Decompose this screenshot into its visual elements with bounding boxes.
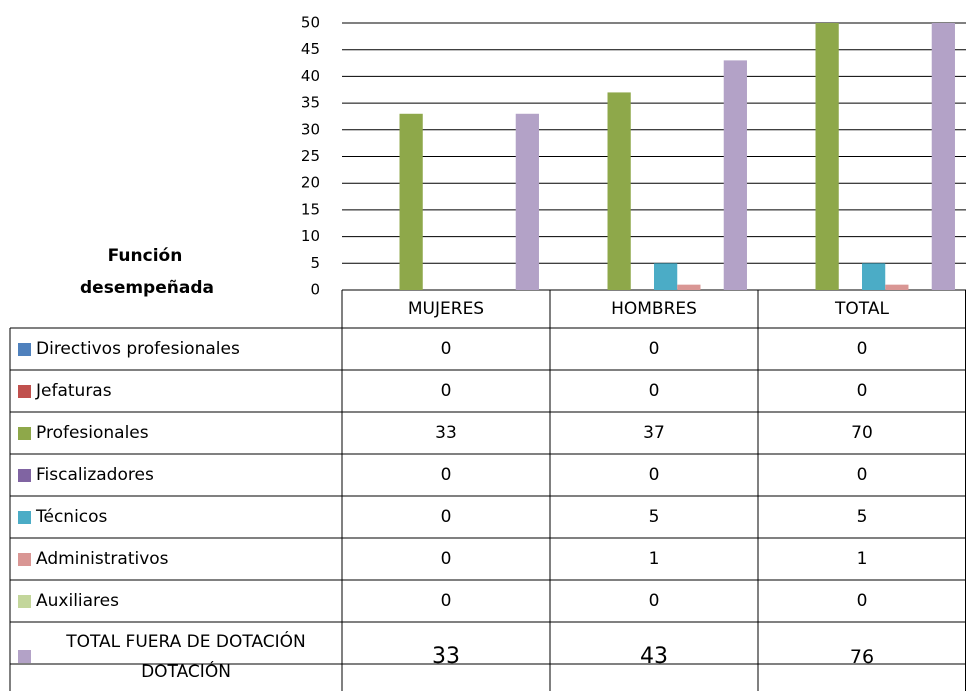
data-label: 0	[440, 381, 452, 401]
bar	[654, 263, 678, 290]
legend-entry: Auxiliares	[10, 580, 342, 622]
legend-entry: Directivos profesionales	[10, 328, 342, 370]
legend-label: Profesionales	[36, 423, 149, 443]
bar	[607, 92, 631, 290]
x-tick-label: MUJERES	[407, 299, 485, 319]
y-tick-label: 45	[301, 40, 320, 58]
data-label: 5	[856, 507, 868, 527]
y-tick-label: 0	[310, 281, 320, 299]
table-title: Función desempeñada	[80, 246, 214, 298]
bar	[399, 113, 423, 290]
data-label: 0	[440, 549, 452, 569]
bar	[885, 284, 909, 290]
data-label: 1	[856, 549, 868, 569]
data-label: 0	[856, 339, 868, 359]
legend-swatch	[18, 650, 31, 663]
data-label: 70	[851, 423, 873, 443]
legend-entry: Técnicos	[10, 496, 342, 538]
plot-bars	[399, 23, 955, 290]
data-label: 37	[643, 423, 665, 443]
legend-entry: Fiscalizadores	[10, 454, 342, 496]
data-label: 0	[440, 507, 452, 527]
bar	[723, 60, 747, 290]
bar	[862, 263, 886, 290]
data-label: 33	[435, 423, 457, 443]
legend-swatch	[18, 426, 31, 440]
data-label: 0	[440, 465, 452, 485]
legend-swatch	[18, 468, 31, 482]
data-label: 0	[648, 465, 660, 485]
data-label: 0	[440, 339, 452, 359]
legend-label: Técnicos	[36, 507, 108, 527]
data-label: 0	[856, 465, 868, 485]
data-label: 0	[856, 381, 868, 401]
y-tick-label: 50	[301, 14, 320, 32]
data-label: 0	[440, 591, 452, 611]
y-tick-label: 25	[301, 147, 320, 165]
data-label: 76	[849, 645, 875, 668]
y-tick-label: 20	[301, 174, 320, 192]
legend-swatch	[18, 342, 31, 356]
bar	[815, 23, 839, 290]
legend-entry: Jefaturas	[10, 370, 342, 412]
legend-label: TOTAL FUERA DE DOTACIÓN DOTACIÓN	[66, 631, 306, 682]
y-tick-label: 5	[310, 254, 320, 272]
data-label: 43	[640, 644, 668, 669]
data-label: 5	[648, 507, 660, 527]
data-label: 0	[648, 591, 660, 611]
legend-swatch	[18, 510, 31, 524]
y-tick-label: 30	[301, 120, 320, 138]
legend-swatch	[18, 594, 31, 608]
y-tick-label: 10	[301, 227, 320, 245]
bar	[515, 113, 539, 290]
data-label: 0	[648, 339, 660, 359]
data-label: 33	[432, 644, 460, 669]
y-tick-label: 40	[301, 67, 320, 85]
legend-label: Jefaturas	[36, 381, 112, 401]
legend-label: Auxiliares	[36, 591, 119, 611]
data-label: 1	[648, 549, 660, 569]
bar	[677, 284, 701, 290]
y-tick-label: 15	[301, 200, 320, 218]
x-tick-label: TOTAL	[835, 299, 889, 319]
x-tick-label: HOMBRES	[611, 299, 697, 319]
legend-label: Fiscalizadores	[36, 465, 154, 485]
data-label: 0	[856, 591, 868, 611]
data-label: 0	[648, 381, 660, 401]
legend-swatch	[18, 384, 31, 398]
legend-entry: Administrativos	[10, 538, 342, 580]
y-tick-label: 35	[301, 94, 320, 112]
legend-entry: TOTAL FUERA DE DOTACIÓN DOTACIÓN	[10, 622, 342, 691]
legend-label: Administrativos	[36, 549, 169, 569]
legend-swatch	[18, 552, 31, 566]
legend-entry: Profesionales	[10, 412, 342, 454]
legend-label: Directivos profesionales	[36, 339, 240, 359]
bar	[931, 23, 955, 290]
